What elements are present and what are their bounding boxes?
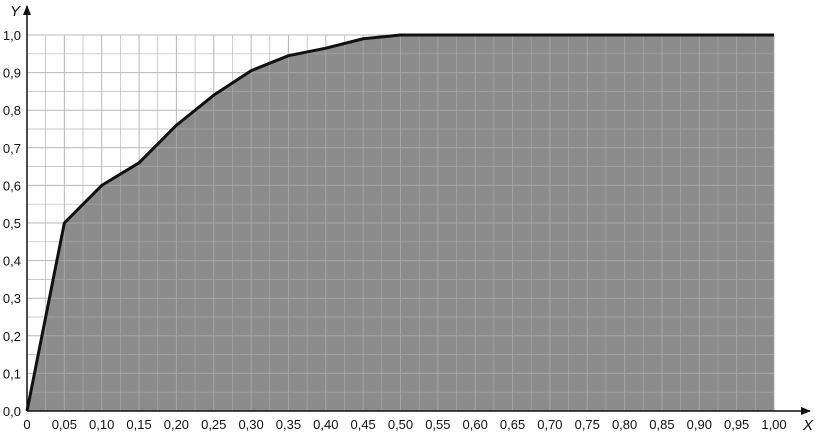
x-tick-label: 0,80 <box>612 417 637 432</box>
x-tick-label: 0,30 <box>238 417 263 432</box>
x-tick-label: 0,55 <box>425 417 450 432</box>
x-tick-label: 0,50 <box>388 417 413 432</box>
grid-over-fill <box>27 35 774 411</box>
y-tick-label: 0,4 <box>3 254 21 269</box>
x-tick-label: 0,10 <box>89 417 114 432</box>
x-axis-label: X <box>802 417 814 434</box>
x-tick-label: 0,40 <box>313 417 338 432</box>
x-tick-label: 0,35 <box>276 417 301 432</box>
y-tick-label: 0,6 <box>3 178 21 193</box>
y-tick-label: 0,7 <box>3 141 21 156</box>
x-tick-label: 0,75 <box>575 417 600 432</box>
y-tick-label: 0,9 <box>3 66 21 81</box>
series-line <box>25 33 774 412</box>
y-tick-label: 0,1 <box>3 366 21 381</box>
x-tick-label: 1,00 <box>761 417 786 432</box>
x-tick-label: 0,15 <box>126 417 151 432</box>
y-tick-label: 1,0 <box>3 28 21 43</box>
x-tick-label: 0,95 <box>724 417 749 432</box>
x-tick-label: 0,25 <box>201 417 226 432</box>
y-tick-labels: 0,0 0,1 0,2 0,3 0,4 0,5 0,6 0,7 0,8 0,9 1,0 <box>3 28 21 419</box>
y-tick-label: 0,8 <box>3 103 21 118</box>
x-tick-labels: 0 0,05 0,10 0,15 0,20 0,25 0,30 0,35 0,40 0,45 0,5… <box>23 417 786 432</box>
x-tick-label: 0,65 <box>500 417 525 432</box>
x-tick-label: 0,20 <box>164 417 189 432</box>
x-tick-label: 0,90 <box>687 417 712 432</box>
x-tick-label: 0,45 <box>350 417 375 432</box>
y-tick-label: 0,2 <box>3 329 21 344</box>
x-tick-label: 0,60 <box>463 417 488 432</box>
y-tick-label: 0,3 <box>3 291 21 306</box>
y-tick-label: 0,5 <box>3 216 21 231</box>
x-tick-label: 0,05 <box>52 417 77 432</box>
x-tick-label: 0 <box>23 417 30 432</box>
y-axis-label: Y <box>10 3 21 20</box>
x-tick-label: 0,85 <box>649 417 674 432</box>
y-tick-label: 0,0 <box>3 404 21 419</box>
x-tick-label: 0,70 <box>537 417 562 432</box>
